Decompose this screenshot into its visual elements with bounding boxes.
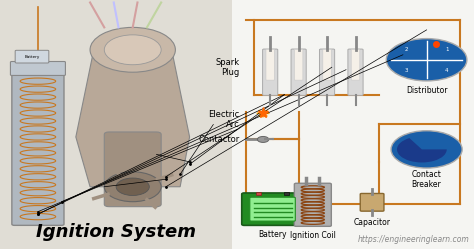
FancyBboxPatch shape [351, 49, 360, 80]
Circle shape [90, 27, 175, 72]
Text: Electric
Arc: Electric Arc [208, 110, 239, 129]
FancyBboxPatch shape [263, 49, 278, 95]
Circle shape [104, 172, 161, 202]
FancyBboxPatch shape [242, 193, 303, 225]
FancyBboxPatch shape [12, 68, 64, 225]
FancyBboxPatch shape [319, 49, 335, 95]
Circle shape [386, 39, 467, 81]
FancyBboxPatch shape [232, 0, 474, 249]
Bar [284, 192, 289, 195]
Text: 3: 3 [405, 68, 408, 73]
FancyBboxPatch shape [250, 197, 295, 221]
Polygon shape [76, 45, 190, 187]
FancyBboxPatch shape [10, 62, 65, 75]
Text: 2: 2 [405, 47, 408, 52]
FancyBboxPatch shape [360, 193, 384, 211]
Text: Capacitor: Capacitor [354, 218, 391, 227]
Text: https://engineeringlearn.com: https://engineeringlearn.com [357, 235, 469, 244]
FancyBboxPatch shape [266, 49, 274, 80]
Text: Distributor: Distributor [406, 86, 447, 95]
Text: Contact
Breaker: Contact Breaker [411, 170, 442, 189]
Circle shape [257, 136, 269, 142]
FancyBboxPatch shape [0, 0, 232, 249]
Text: Spark
Plug: Spark Plug [215, 58, 239, 77]
Text: Ignition System: Ignition System [36, 223, 196, 241]
Text: Battery: Battery [25, 55, 40, 59]
Wedge shape [397, 138, 447, 162]
Text: 1: 1 [445, 47, 448, 52]
FancyBboxPatch shape [348, 49, 363, 95]
Circle shape [116, 178, 149, 195]
Circle shape [104, 35, 161, 65]
FancyBboxPatch shape [291, 49, 306, 95]
FancyBboxPatch shape [323, 49, 331, 80]
Text: Battery: Battery [258, 230, 287, 239]
Text: Contactor: Contactor [198, 135, 239, 144]
Bar [256, 192, 261, 195]
Text: 4: 4 [445, 68, 448, 73]
FancyBboxPatch shape [104, 132, 161, 207]
FancyBboxPatch shape [294, 49, 303, 80]
Text: Ignition Coil: Ignition Coil [290, 231, 336, 240]
Circle shape [391, 131, 462, 168]
FancyBboxPatch shape [15, 50, 49, 63]
FancyBboxPatch shape [294, 183, 331, 226]
